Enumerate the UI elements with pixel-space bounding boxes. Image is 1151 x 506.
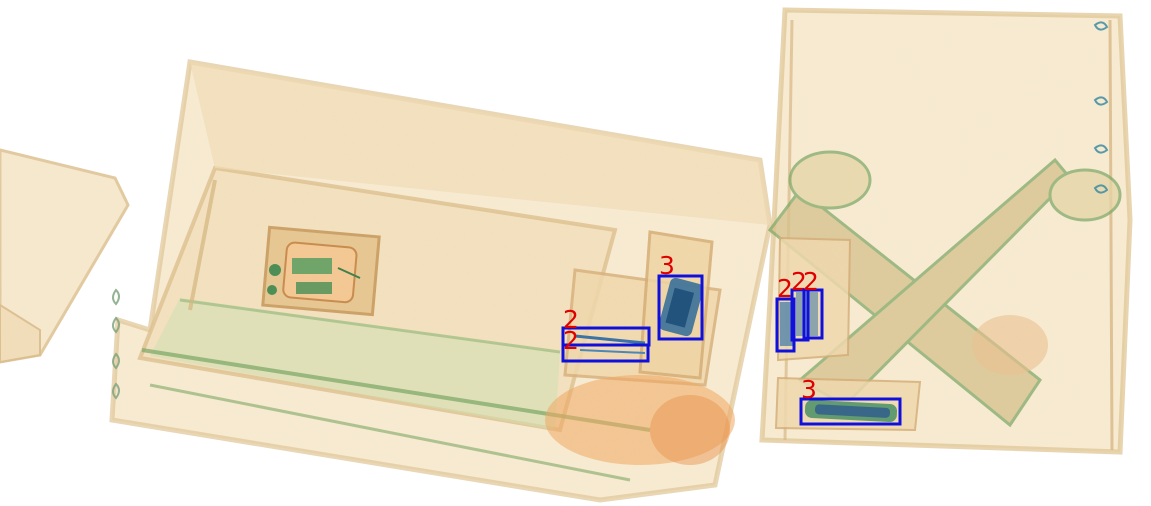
detection-box <box>790 288 810 342</box>
detection-label: 2 <box>803 267 819 296</box>
detection-box <box>775 297 796 353</box>
detection-label: 2 <box>563 305 579 334</box>
detection-label: 3 <box>659 251 675 280</box>
detection-label: 2 <box>563 326 579 355</box>
detection-label: 3 <box>801 375 817 404</box>
detection-box <box>802 288 824 340</box>
detection-label: 2 <box>777 274 793 303</box>
right-box <box>759 7 1133 455</box>
left-partial-case <box>0 148 130 364</box>
detection-box <box>561 343 650 363</box>
detection-box <box>657 274 704 341</box>
middle-suitcase <box>109 59 773 503</box>
detection-box <box>799 397 902 426</box>
